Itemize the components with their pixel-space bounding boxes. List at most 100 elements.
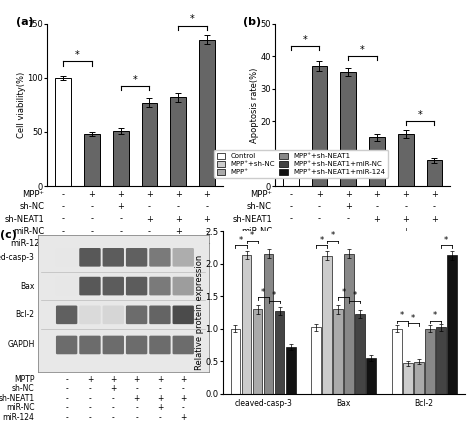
Text: +: + [431,190,438,199]
Bar [55,78,71,186]
Bar [427,160,442,186]
Bar [356,314,365,394]
Text: +: + [146,190,153,199]
Text: +: + [402,214,409,223]
Bar [392,329,401,394]
Bar [231,329,240,394]
Text: -: - [177,202,180,211]
Text: sh-NC: sh-NC [12,384,35,393]
Text: +: + [175,190,182,199]
Text: -: - [62,190,65,199]
Text: +: + [157,404,163,413]
Text: -: - [289,202,292,211]
FancyBboxPatch shape [79,336,100,354]
FancyBboxPatch shape [149,306,171,324]
FancyBboxPatch shape [173,248,194,267]
Text: GAPDH: GAPDH [7,340,35,350]
Text: +: + [374,190,381,199]
Bar [333,309,343,394]
Bar [264,254,273,394]
Text: -: - [119,227,122,236]
Text: -: - [91,239,93,248]
Text: sh-NEAT1: sh-NEAT1 [232,214,272,223]
Text: *: * [400,311,404,320]
Text: -: - [289,227,292,236]
Y-axis label: Apoptosis rate(%): Apoptosis rate(%) [250,67,259,143]
FancyBboxPatch shape [102,336,124,354]
Text: -: - [62,227,65,236]
Text: +: + [117,202,124,211]
Text: -: - [404,202,407,211]
Text: +: + [345,190,352,199]
Text: +: + [203,239,210,248]
Text: miR-124: miR-124 [3,413,35,422]
Text: +: + [431,239,438,248]
Text: +: + [180,394,186,403]
Text: -: - [62,214,65,223]
Text: *: * [75,50,80,60]
Text: (a): (a) [16,17,34,27]
Text: *: * [272,291,276,300]
Text: +: + [87,374,93,384]
Text: Bcl-2: Bcl-2 [16,310,35,319]
Text: -: - [91,202,93,211]
Text: -: - [112,404,115,413]
Text: -: - [65,374,68,384]
Text: miR-124: miR-124 [10,239,45,248]
Text: -: - [347,227,350,236]
Text: -: - [177,239,180,248]
FancyBboxPatch shape [56,248,77,267]
Text: sh-NC: sh-NC [19,202,45,211]
FancyBboxPatch shape [56,306,77,324]
Text: cleaved-casp-3: cleaved-casp-3 [0,253,35,262]
FancyBboxPatch shape [126,277,147,295]
Text: *: * [261,288,265,297]
FancyBboxPatch shape [149,277,171,295]
Text: sh-NEAT1: sh-NEAT1 [5,214,45,223]
Bar [199,40,215,186]
Bar [286,347,295,394]
Text: -: - [318,227,321,236]
Text: -: - [91,214,93,223]
FancyBboxPatch shape [173,336,194,354]
FancyBboxPatch shape [149,336,171,354]
FancyBboxPatch shape [56,336,77,354]
FancyBboxPatch shape [102,248,124,267]
Text: -: - [89,413,91,422]
Text: -: - [89,404,91,413]
Text: -: - [112,394,115,403]
Bar [340,72,356,186]
Bar [311,327,321,394]
FancyBboxPatch shape [173,277,194,295]
Bar [425,329,435,394]
Text: miR-NC: miR-NC [241,227,272,236]
Text: miR-124: miR-124 [237,239,272,248]
Text: -: - [62,202,65,211]
Text: *: * [411,314,415,323]
Text: +: + [133,394,140,403]
Text: -: - [135,404,138,413]
Text: sh-NC: sh-NC [247,202,272,211]
Text: MPP⁺: MPP⁺ [23,190,45,199]
Text: *: * [360,45,365,55]
Text: +: + [175,227,182,236]
Text: -: - [289,190,292,199]
Text: -: - [65,404,68,413]
Text: -: - [289,214,292,223]
Text: -: - [347,239,350,248]
Text: +: + [89,190,95,199]
Bar [344,254,354,394]
Text: -: - [205,227,209,236]
FancyBboxPatch shape [173,306,194,324]
Text: -: - [119,239,122,248]
FancyBboxPatch shape [102,277,124,295]
Bar [113,131,128,186]
Text: -: - [148,239,151,248]
Text: *: * [444,236,448,245]
Text: +: + [110,384,117,393]
Text: *: * [303,35,308,45]
Text: +: + [110,374,117,384]
Bar [322,256,332,394]
Text: -: - [404,239,407,248]
Bar [84,134,100,186]
